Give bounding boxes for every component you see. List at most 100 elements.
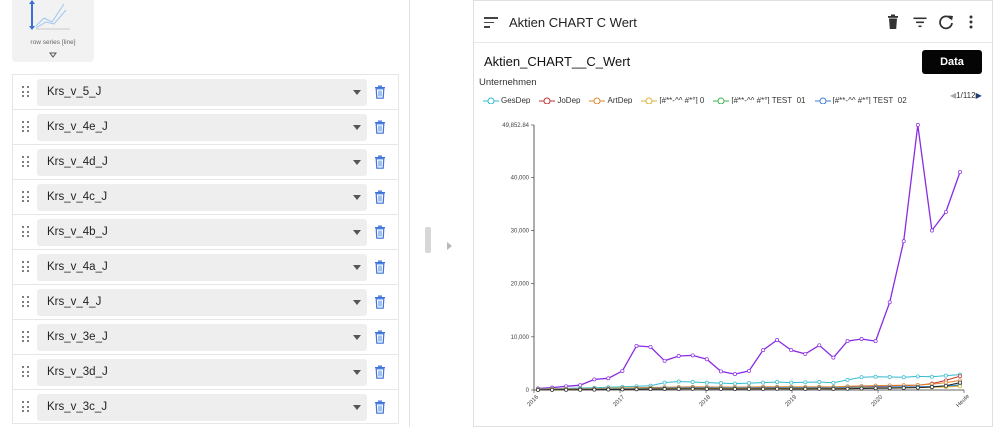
data-point — [929, 374, 934, 379]
dropdown-arrow-icon — [353, 230, 361, 235]
chart-card: Aktien CHART C Wert Aktien_CHART__C_Wert… — [473, 0, 993, 427]
panel-splitter-handle[interactable] — [425, 227, 431, 253]
refresh-icon[interactable] — [938, 14, 954, 30]
data-point — [550, 387, 555, 392]
data-point — [831, 380, 836, 385]
field-select[interactable]: Krs_v_3e_J — [37, 324, 367, 351]
drag-handle-icon[interactable] — [22, 296, 30, 308]
x-tick-label: 2020 — [870, 394, 884, 408]
field-row: Krs_v_4b_J — [12, 214, 399, 249]
field-select[interactable]: Krs_v_5_J — [37, 79, 367, 106]
data-point — [958, 170, 962, 175]
data-point — [718, 369, 723, 374]
field-select[interactable]: Krs_v_4a_J — [37, 254, 367, 281]
data-point — [676, 379, 681, 384]
field-row: Krs_v_3c_J — [12, 389, 399, 424]
data-point — [887, 300, 892, 305]
data-point — [789, 386, 794, 391]
data-point — [943, 373, 948, 378]
data-point — [606, 387, 611, 392]
field-row: Krs_v_4e_J — [12, 109, 399, 144]
filter-icon[interactable] — [912, 14, 928, 30]
legend-item[interactable]: [#**-^^ #*°] TEST_01 — [713, 96, 806, 104]
field-select[interactable]: Krs_v_4_J — [37, 289, 367, 316]
legend-item[interactable]: ArtDep — [589, 96, 632, 104]
drag-handle-icon[interactable] — [22, 191, 30, 203]
legend-item[interactable]: [#**-^^ #*°] TEST_02 — [814, 96, 907, 104]
field-row: Krs_v_4c_J — [12, 179, 399, 214]
field-select[interactable]: Krs_v_3d_J — [37, 359, 367, 386]
legend-label: [#**-^^ #*°] TEST_01 — [731, 96, 806, 104]
legend-label: GesDep — [501, 96, 531, 104]
drag-handle-icon[interactable] — [22, 401, 30, 413]
delete-field-icon[interactable] — [374, 295, 386, 309]
data-point — [536, 387, 540, 392]
chart-type-selector[interactable]: row series [line] — [12, 0, 94, 62]
delete-field-icon[interactable] — [374, 400, 386, 414]
data-point — [845, 377, 850, 382]
data-point — [803, 386, 808, 391]
data-point — [958, 374, 962, 379]
delete-field-icon[interactable] — [374, 225, 386, 239]
legend-pager[interactable]: ◀1/112▶ — [950, 91, 982, 100]
delete-field-icon[interactable] — [374, 365, 386, 379]
field-select-value: Krs_v_4b_J — [47, 226, 108, 238]
legend-label: [#**-^^ #*°] TEST_02 — [832, 96, 907, 104]
delete-field-icon[interactable] — [374, 85, 386, 99]
line-chart-thumbnail-icon — [29, 0, 70, 30]
data-point — [873, 339, 878, 344]
field-select[interactable]: Krs_v_4d_J — [37, 149, 367, 176]
y-tick-label: 20,000 — [511, 282, 530, 288]
expand-caret-icon[interactable] — [46, 51, 60, 59]
drag-handle-icon[interactable] — [22, 366, 30, 378]
data-point — [718, 386, 723, 391]
legend-marker-icon — [539, 97, 556, 104]
field-select-value: Krs_v_4e_J — [47, 121, 108, 133]
legend-item[interactable]: GesDep — [483, 96, 530, 104]
legend-item[interactable]: JoDep — [539, 96, 580, 104]
field-select[interactable]: Krs_v_4c_J — [37, 184, 367, 211]
drag-handle-icon[interactable] — [22, 261, 30, 273]
x-tick-label: 2018 — [698, 394, 712, 408]
legend-prev-arrow-icon[interactable]: ◀ — [950, 91, 957, 100]
data-point — [901, 385, 906, 390]
dropdown-arrow-icon — [353, 90, 361, 95]
delete-field-icon[interactable] — [374, 260, 386, 274]
legend-title: Unternehmen — [479, 77, 537, 88]
legend-next-arrow-icon[interactable]: ▶ — [975, 91, 982, 100]
data-point — [732, 372, 737, 377]
data-point — [704, 357, 709, 362]
data-point — [901, 375, 906, 380]
data-point — [775, 386, 780, 391]
delete-field-icon[interactable] — [374, 155, 386, 169]
card-header: Aktien CHART C Wert — [474, 1, 992, 43]
delete-field-icon[interactable] — [374, 120, 386, 134]
field-row: Krs_v_5_J — [12, 74, 399, 109]
field-select[interactable]: Krs_v_4e_J — [37, 114, 367, 141]
data-button[interactable]: Data — [922, 50, 982, 74]
data-point — [943, 209, 948, 214]
data-point — [929, 228, 934, 233]
more-vert-icon[interactable] — [963, 14, 979, 30]
drag-handle-icon[interactable] — [22, 86, 30, 98]
drag-handle-icon[interactable] — [22, 121, 30, 133]
y-tick-label: 10,000 — [511, 335, 530, 341]
drag-handle-icon[interactable] — [22, 226, 30, 238]
field-select[interactable]: Krs_v_4b_J — [37, 219, 367, 246]
data-point — [831, 355, 836, 360]
legend-item[interactable]: [#**-^^ #*°] 0 — [641, 96, 704, 104]
expand-right-arrow-icon[interactable] — [447, 242, 452, 250]
dropdown-arrow-icon — [353, 335, 361, 340]
data-point — [887, 386, 892, 391]
data-point — [775, 338, 780, 342]
field-select[interactable]: Krs_v_3c_J — [37, 394, 367, 421]
delete-field-icon[interactable] — [374, 330, 386, 344]
legend-page-indicator: 1/112 — [956, 91, 976, 100]
sort-menu-icon[interactable] — [484, 17, 498, 28]
drag-handle-icon[interactable] — [22, 156, 30, 168]
data-point — [845, 339, 850, 344]
delete-icon[interactable] — [885, 14, 901, 30]
chart-type-label: row series [line] — [30, 39, 76, 46]
delete-field-icon[interactable] — [374, 190, 386, 204]
drag-handle-icon[interactable] — [22, 331, 30, 343]
